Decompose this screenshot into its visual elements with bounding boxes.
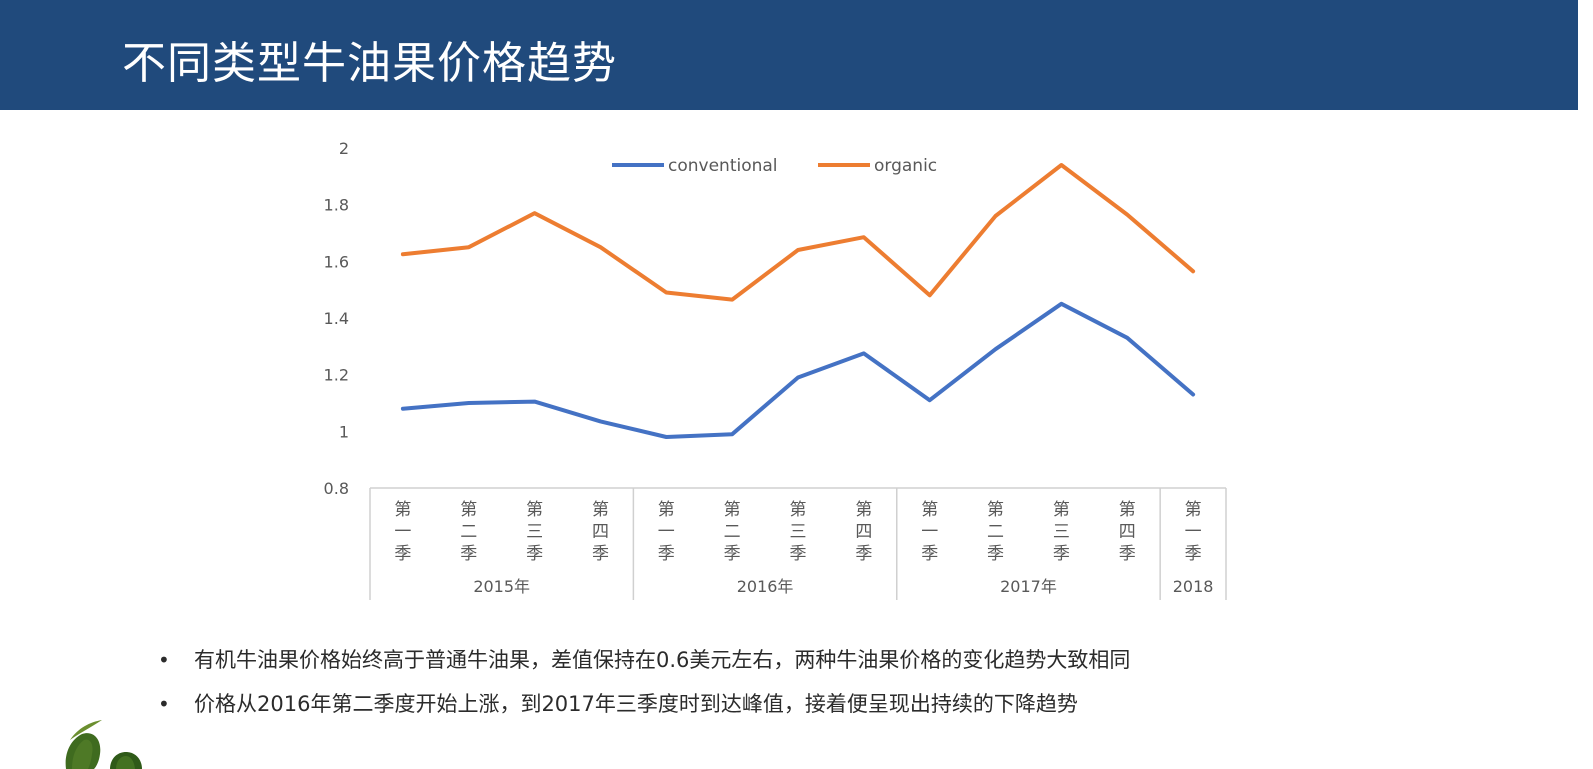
y-tick-label: 1.6	[324, 252, 349, 271]
x-tick-label: 季	[658, 544, 675, 564]
x-tick-label: 第	[658, 500, 675, 520]
x-tick-label: 季	[1119, 544, 1136, 564]
x-tick-label: 二	[460, 522, 477, 542]
y-tick-label: 1.2	[324, 366, 349, 385]
x-tick-label: 季	[724, 544, 741, 564]
x-tick-label: 季	[921, 544, 938, 564]
x-tick-label: 一	[1185, 522, 1202, 542]
header-bar: 不同类型牛油果价格趋势	[0, 0, 1578, 110]
series-line-conventional	[400, 301, 1196, 439]
x-tick-label: 四	[1119, 522, 1136, 542]
x-tick-label: 季	[855, 544, 872, 564]
x-tick-label: 一	[921, 522, 938, 542]
x-tick-label: 季	[1053, 544, 1070, 564]
group-label: 2015年	[473, 577, 530, 596]
x-tick-label: 第	[1185, 500, 1202, 520]
x-tick-label: 第	[394, 500, 411, 520]
x-tick-label: 第	[592, 500, 609, 520]
legend-label-organic: organic	[874, 156, 937, 176]
x-tick-label: 季	[460, 544, 477, 564]
x-tick-label: 季	[394, 544, 411, 564]
x-tick-label: 季	[592, 544, 609, 564]
x-tick-label: 四	[855, 522, 872, 542]
series-line-organic	[400, 163, 1196, 302]
x-tick-label: 四	[592, 522, 609, 542]
x-tick-label: 季	[526, 544, 543, 564]
x-tick-label: 一	[658, 522, 675, 542]
x-tick-label: 季	[790, 544, 807, 564]
x-tick-label: 第	[1119, 500, 1136, 520]
x-tick-label: 第	[1053, 500, 1070, 520]
x-tick-label: 第	[921, 500, 938, 520]
x-tick-label: 季	[1185, 544, 1202, 564]
y-tick-label: 1.4	[324, 309, 349, 328]
legend-label-conventional: conventional	[668, 156, 778, 176]
x-tick-label: 第	[460, 500, 477, 520]
x-tick-label: 二	[987, 522, 1004, 542]
x-tick-label: 二	[724, 522, 741, 542]
avocado-icon	[65, 720, 142, 769]
y-tick-label: 1.8	[324, 196, 349, 215]
x-tick-label: 三	[790, 522, 807, 542]
x-tick-label: 第	[987, 500, 1004, 520]
bullet-item: 有机牛油果价格始终高于普通牛油果，差值保持在0.6美元左右，两种牛油果价格的变化…	[150, 638, 1130, 682]
page-title: 不同类型牛油果价格趋势	[122, 38, 617, 89]
bullet-list: 有机牛油果价格始终高于普通牛油果，差值保持在0.6美元左右，两种牛油果价格的变化…	[150, 638, 1130, 726]
y-tick-label: 2	[339, 139, 349, 158]
y-tick-label: 1	[339, 422, 349, 441]
x-tick-label: 第	[855, 500, 872, 520]
group-label: 2017年	[1000, 577, 1057, 596]
x-tick-label: 三	[526, 522, 543, 542]
x-tick-label: 三	[1053, 522, 1070, 542]
x-tick-label: 季	[987, 544, 1004, 564]
right-edge	[1578, 0, 1593, 769]
group-label: 2018	[1173, 577, 1214, 596]
x-tick-label: 第	[724, 500, 741, 520]
x-tick-label: 第	[526, 500, 543, 520]
x-tick-label: 一	[394, 522, 411, 542]
bullet-item: 价格从2016年第二季度开始上涨，到2017年三季度时到达峰值，接着便呈现出持续…	[150, 682, 1130, 726]
group-label: 2016年	[737, 577, 794, 596]
y-tick-label: 0.8	[324, 479, 349, 498]
x-tick-label: 第	[790, 500, 807, 520]
